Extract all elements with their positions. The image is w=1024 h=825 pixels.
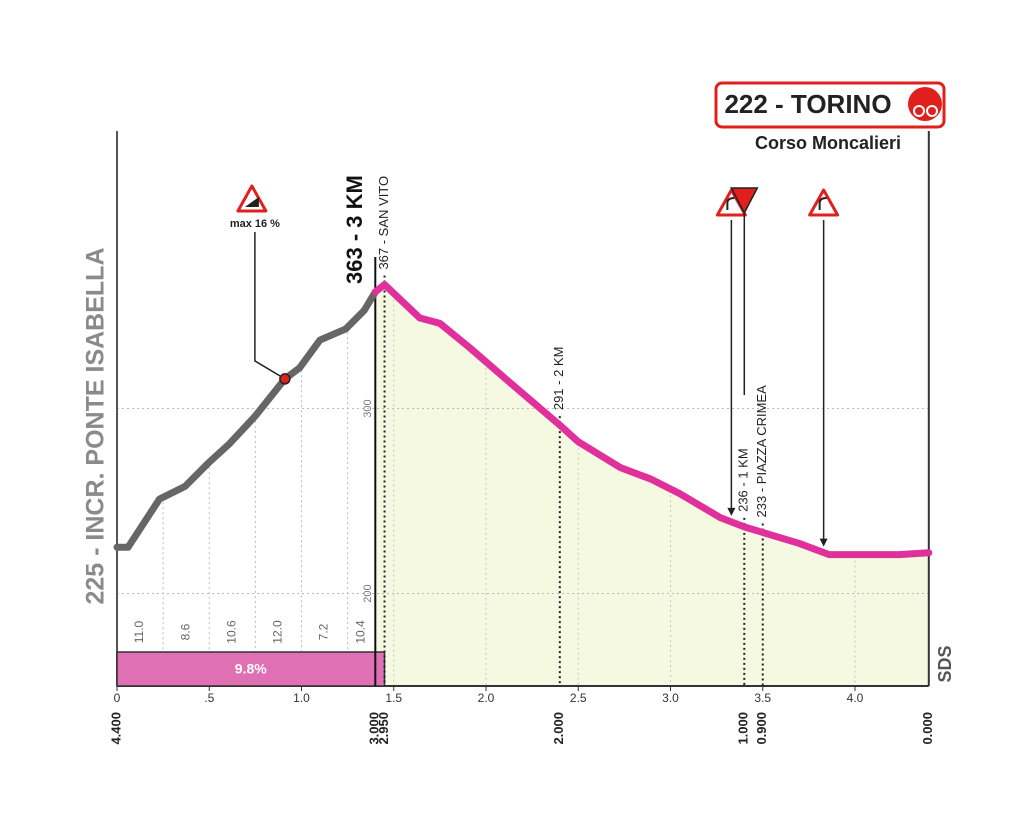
gradient-label: 12.0 (271, 620, 285, 644)
curve-sign (808, 188, 840, 217)
x-tick-label: 1.0 (293, 691, 310, 705)
x-tick-label: 3.0 (662, 691, 679, 705)
finish-subtitle: Corso Moncalieri (755, 133, 901, 153)
annotation-label: 367 - SAN VITO (376, 176, 391, 270)
gradient-label: 7.2 (317, 623, 331, 640)
curve-arrowhead (819, 538, 828, 547)
gradient-label: 10.6 (224, 620, 238, 644)
profile-line (371, 281, 933, 559)
warning-glyph (244, 197, 259, 207)
x-tick-label: 4.0 (847, 691, 864, 705)
x2-tick-label: 0.900 (754, 712, 769, 745)
steep-label: max 16 % (230, 218, 280, 230)
finish-icon (908, 87, 942, 121)
annotation-label: 233 - PIAZZA CRIMEA (754, 385, 769, 518)
y-tick-label: 300 (362, 399, 374, 417)
profile-area (375, 284, 929, 686)
average-gradient-bar (116, 651, 386, 687)
annotation-label: 291 - 2 KM (551, 347, 566, 411)
start-label: 225 - INCR. PONTE ISABELLA (82, 248, 110, 605)
finish-icon-wheel (926, 105, 938, 117)
finish-label: 222 - TORINO (724, 89, 891, 119)
profile-line (113, 288, 379, 551)
x2-tick-label: 2.950 (376, 712, 391, 745)
x2-tick-label: 1.000 (736, 712, 751, 745)
x2-tick-label: 3.000 (367, 712, 382, 745)
curve-arrowhead (727, 507, 736, 516)
average-gradient-label: 9.8% (235, 661, 267, 677)
km-marker-label: 363 - 3 KM (342, 175, 367, 284)
x-tick-label: 0 (114, 691, 121, 705)
x-tick-label: .5 (204, 691, 214, 705)
curve-glyph (818, 197, 827, 210)
x-tick-label: 2.0 (478, 691, 495, 705)
gradient-label: 8.6 (178, 623, 192, 640)
warning-sign (236, 184, 268, 213)
x-tick-label: 1.5 (385, 691, 402, 705)
annotation-label: 236 - 1 KM (736, 448, 751, 512)
logo: SDS (935, 645, 955, 682)
x2-tick-label: 0.000 (920, 712, 935, 745)
gradient-label: 11.0 (132, 620, 146, 643)
steep-point (279, 373, 291, 385)
steep-pointer (254, 232, 286, 380)
x-tick-label: 2.5 (570, 691, 587, 705)
gradient-label: 10.4 (354, 620, 368, 644)
y-tick-label: 200 (362, 584, 374, 602)
x2-tick-label: 2.000 (551, 712, 566, 745)
flamme-rouge (730, 187, 759, 215)
finish-icon-wheel (913, 105, 925, 117)
x-tick-label: 3.5 (754, 691, 771, 705)
x2-tick-label: 4.400 (108, 712, 123, 745)
curve-glyph (726, 197, 735, 210)
finish-box (714, 81, 946, 129)
